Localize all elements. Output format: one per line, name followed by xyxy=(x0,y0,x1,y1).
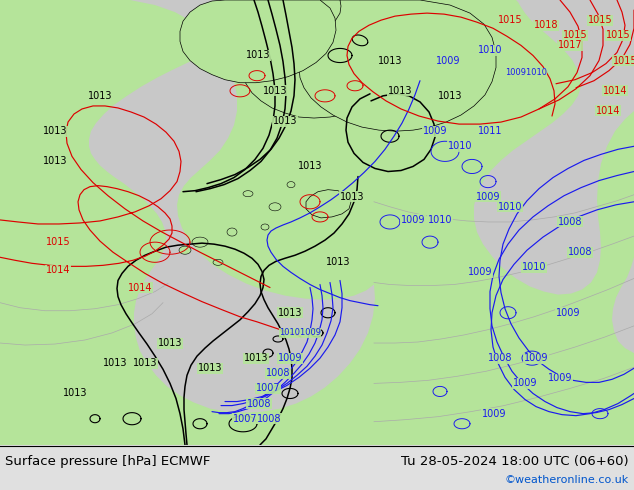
Text: 1008: 1008 xyxy=(488,353,512,363)
Text: 1010: 1010 xyxy=(522,262,547,272)
Text: 1013: 1013 xyxy=(133,358,157,368)
Text: 1014: 1014 xyxy=(603,86,627,96)
Text: 1010: 1010 xyxy=(498,202,522,212)
Polygon shape xyxy=(192,237,208,247)
Polygon shape xyxy=(269,203,281,211)
Text: 1009: 1009 xyxy=(401,215,425,225)
Polygon shape xyxy=(180,0,336,83)
Text: 1013: 1013 xyxy=(103,358,127,368)
Text: 1009: 1009 xyxy=(423,126,447,136)
Polygon shape xyxy=(612,242,634,353)
Text: 1008: 1008 xyxy=(266,368,290,378)
Text: 1008: 1008 xyxy=(247,398,271,409)
Text: 1013: 1013 xyxy=(42,156,67,167)
Text: 1015: 1015 xyxy=(612,55,634,66)
Text: 1015: 1015 xyxy=(563,30,587,40)
Text: 1010: 1010 xyxy=(448,141,472,151)
Text: 1015: 1015 xyxy=(605,30,630,40)
Text: 1011: 1011 xyxy=(478,126,502,136)
Polygon shape xyxy=(287,182,295,188)
Text: 1013: 1013 xyxy=(326,257,350,268)
Text: 1009: 1009 xyxy=(556,308,580,318)
Text: 1013: 1013 xyxy=(42,126,67,136)
Text: 1013: 1013 xyxy=(198,363,223,373)
Text: 1013: 1013 xyxy=(87,91,112,101)
Polygon shape xyxy=(179,246,191,254)
Text: Tu 28-05-2024 18:00 UTC (06+60): Tu 28-05-2024 18:00 UTC (06+60) xyxy=(401,455,629,468)
Text: 1013: 1013 xyxy=(437,91,462,101)
Text: 1013: 1013 xyxy=(378,55,402,66)
Polygon shape xyxy=(0,0,375,413)
Text: 1010: 1010 xyxy=(478,46,502,55)
Text: 1009: 1009 xyxy=(548,373,573,383)
Text: 1009: 1009 xyxy=(468,268,492,277)
Text: Surface pressure [hPa] ECMWF: Surface pressure [hPa] ECMWF xyxy=(5,455,210,468)
Text: 1013: 1013 xyxy=(246,50,270,60)
Text: 1013: 1013 xyxy=(158,338,182,348)
Polygon shape xyxy=(243,0,420,118)
Polygon shape xyxy=(299,0,496,131)
Text: 1007: 1007 xyxy=(233,414,257,424)
Text: 1013: 1013 xyxy=(262,86,287,96)
Text: ©weatheronline.co.uk: ©weatheronline.co.uk xyxy=(505,475,629,485)
Text: 1015: 1015 xyxy=(498,15,522,25)
Polygon shape xyxy=(306,190,351,218)
Text: 1009: 1009 xyxy=(436,55,460,66)
Text: 10101009: 10101009 xyxy=(279,328,321,338)
Text: 1013: 1013 xyxy=(298,162,322,172)
Text: 1015: 1015 xyxy=(46,237,70,247)
Text: 1018: 1018 xyxy=(534,20,559,30)
Text: 1009: 1009 xyxy=(476,192,500,202)
Text: 1014: 1014 xyxy=(596,106,620,116)
Text: 1013: 1013 xyxy=(63,389,87,398)
Text: 1014: 1014 xyxy=(46,266,70,275)
Polygon shape xyxy=(227,228,237,236)
Polygon shape xyxy=(261,224,269,230)
Text: 1013: 1013 xyxy=(243,353,268,363)
Text: 1009: 1009 xyxy=(513,378,537,389)
Text: 1013: 1013 xyxy=(278,308,302,318)
Text: 1015: 1015 xyxy=(588,15,612,25)
Polygon shape xyxy=(243,191,253,196)
Text: 1008: 1008 xyxy=(568,247,592,257)
Text: 1010: 1010 xyxy=(428,215,452,225)
Text: 10091010: 10091010 xyxy=(505,68,547,77)
Text: 1008: 1008 xyxy=(558,217,582,227)
Text: 1009: 1009 xyxy=(524,353,548,363)
Text: 1009: 1009 xyxy=(278,353,302,363)
Text: 1017: 1017 xyxy=(558,40,582,50)
Text: 1009: 1009 xyxy=(482,409,507,418)
Text: 1013: 1013 xyxy=(273,116,297,126)
Text: 1013: 1013 xyxy=(388,86,412,96)
Text: 1014: 1014 xyxy=(127,283,152,293)
Text: 1007: 1007 xyxy=(256,383,280,393)
Text: 1013: 1013 xyxy=(340,192,365,202)
Polygon shape xyxy=(213,259,223,265)
Polygon shape xyxy=(474,0,634,294)
Text: 1008: 1008 xyxy=(257,414,281,424)
